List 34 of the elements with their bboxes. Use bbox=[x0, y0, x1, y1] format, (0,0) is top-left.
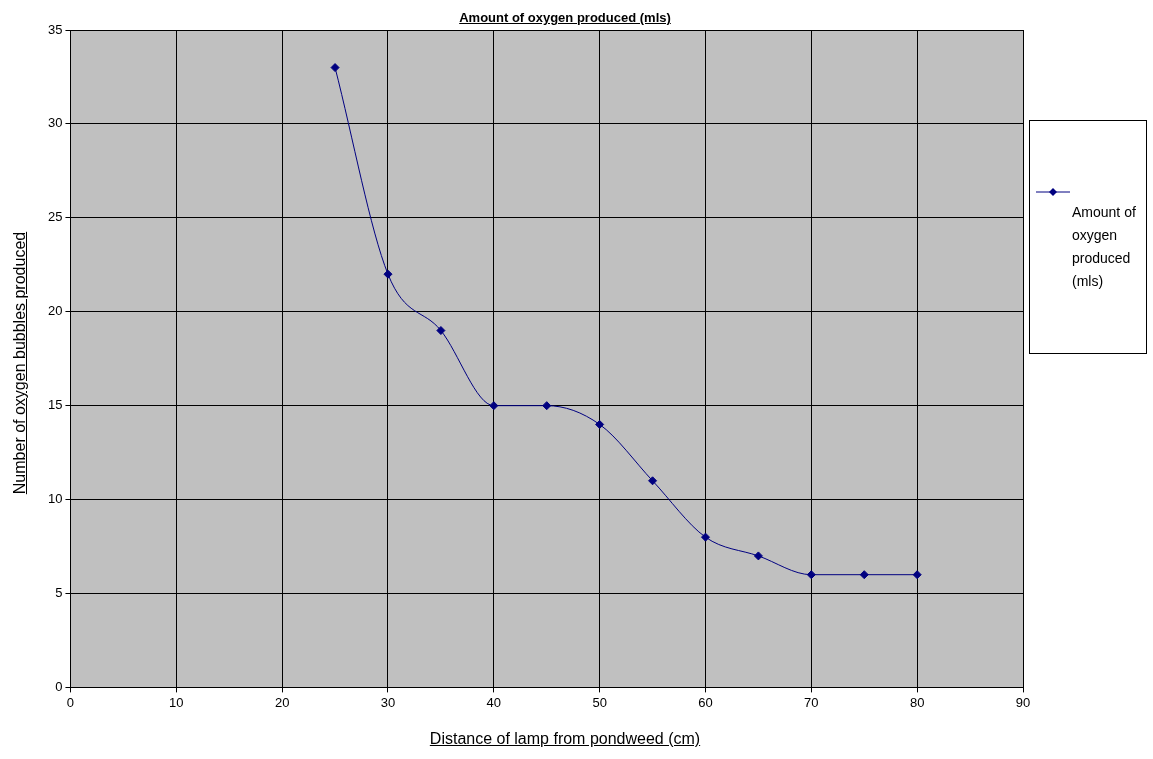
y-tick-label: 15 bbox=[47, 397, 63, 413]
y-axis-title: Number of oxygen bubbles produced bbox=[11, 231, 29, 495]
y-tick-label: 0 bbox=[55, 678, 63, 694]
point bbox=[595, 419, 605, 429]
y-tick-label: 10 bbox=[47, 491, 63, 507]
x-tick-label: 10 bbox=[169, 694, 184, 710]
y-tick-label: 30 bbox=[47, 115, 63, 131]
x-tick-label: 40 bbox=[486, 694, 502, 710]
y-tick-label: 25 bbox=[47, 209, 63, 225]
point bbox=[806, 570, 816, 580]
point bbox=[753, 551, 763, 561]
point bbox=[383, 269, 393, 279]
x-tick-label: 60 bbox=[698, 694, 713, 710]
x-tick-label: 20 bbox=[274, 694, 290, 710]
point bbox=[542, 401, 552, 411]
chart-title: Amount of oxygen produced (mls) bbox=[459, 10, 671, 25]
y-tick-label: 35 bbox=[47, 21, 63, 37]
x-axis-title: Distance of lamp from pondweed (cm) bbox=[428, 730, 702, 748]
point bbox=[648, 476, 658, 486]
x-tick-label: 70 bbox=[804, 694, 819, 710]
text: Amount of oxygen produced (mls) bbox=[1072, 203, 1137, 291]
point bbox=[859, 570, 869, 580]
point bbox=[436, 326, 446, 336]
point bbox=[489, 401, 499, 411]
point bbox=[700, 532, 710, 542]
point bbox=[912, 570, 922, 580]
y-tick-label: 5 bbox=[55, 585, 63, 601]
point bbox=[330, 63, 340, 73]
x-tick-label: 80 bbox=[909, 694, 925, 710]
x-tick-label: 90 bbox=[1015, 694, 1031, 710]
x-tick-label: 30 bbox=[380, 694, 396, 710]
x-tick-label: 0 bbox=[66, 694, 75, 710]
x-tick-label: 50 bbox=[592, 694, 607, 710]
y-tick-label: 20 bbox=[47, 303, 63, 319]
